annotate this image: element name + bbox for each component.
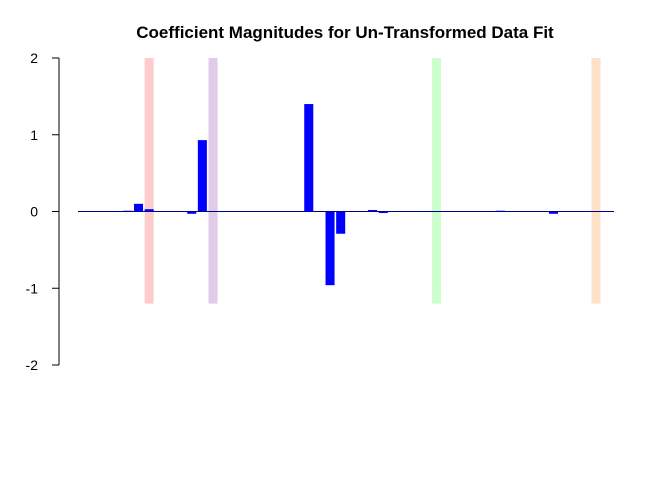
bar-29 — [378, 211, 388, 214]
bar-22 — [304, 104, 314, 212]
bar-6 — [133, 203, 144, 212]
y-tick-label: -2 — [26, 357, 39, 373]
y-tick-label: -1 — [26, 280, 39, 296]
bar-25 — [336, 211, 346, 234]
bar-28 — [368, 209, 378, 212]
y-axis: 2 1 0 -1 -2 — [26, 50, 60, 373]
bar-45 — [548, 211, 559, 214]
bar-7 — [144, 209, 154, 212]
highlight-band-1 — [144, 58, 154, 304]
y-tick-label: 0 — [30, 204, 38, 220]
bars-group — [123, 104, 559, 286]
y-tick-label: 1 — [30, 127, 38, 143]
chart-title: Coefficient Magnitudes for Un-Transforme… — [136, 23, 554, 42]
y-tick-label: 2 — [30, 50, 38, 66]
bar-12 — [197, 140, 207, 212]
bar-24 — [325, 211, 335, 286]
highlight-band-4 — [591, 58, 601, 304]
highlight-band-2 — [208, 58, 218, 304]
bar-11 — [187, 211, 197, 214]
highlight-band-3 — [431, 58, 441, 304]
highlight-bands — [144, 58, 601, 304]
